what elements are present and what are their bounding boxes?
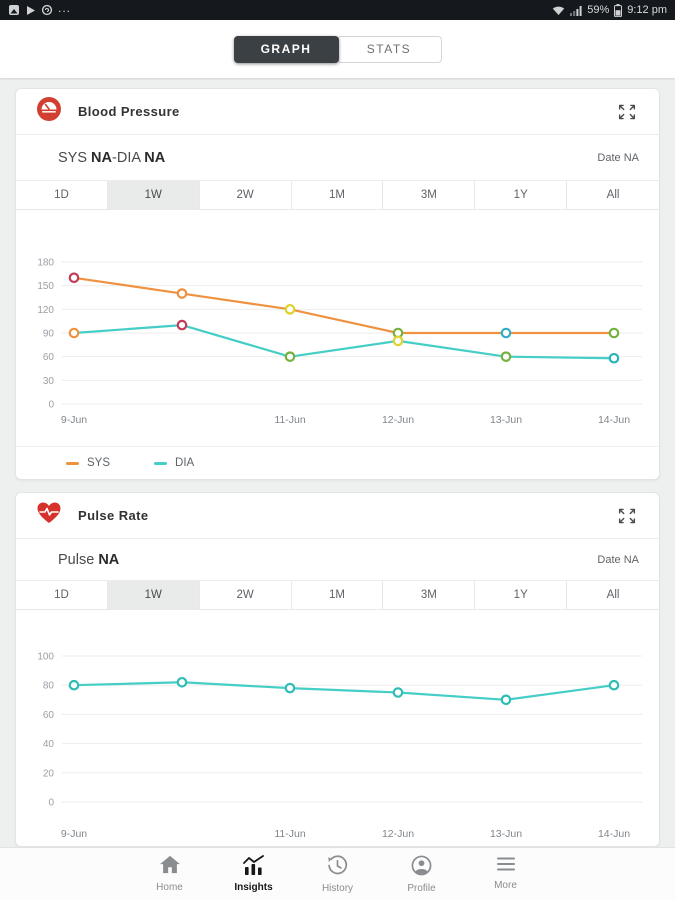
nav-item-history[interactable]: History bbox=[306, 854, 370, 894]
clock-text: 9:12 pm bbox=[627, 4, 667, 16]
bp-range-tab-3m[interactable]: 3M bbox=[383, 181, 476, 209]
pulse-rate-card: Pulse Rate Pulse NA Date NA 1D 1W 2W 1M … bbox=[15, 492, 660, 847]
pulse-reading-text: Pulse NA bbox=[58, 551, 120, 568]
sys-line-swatch bbox=[66, 461, 79, 465]
profile-avatar-icon bbox=[411, 855, 432, 881]
battery-percent-text: 59% bbox=[587, 4, 610, 16]
pulse-reading-row: Pulse NA Date NA bbox=[16, 539, 659, 581]
nav-label-profile: Profile bbox=[407, 882, 436, 894]
blood-pressure-gauge-icon bbox=[36, 96, 62, 127]
pulse-range-tab-2w[interactable]: 2W bbox=[200, 581, 292, 609]
home-icon bbox=[159, 855, 181, 880]
svg-text:14-Jun: 14-Jun bbox=[598, 828, 630, 840]
insights-chart-icon bbox=[242, 854, 266, 880]
nav-item-more[interactable]: More bbox=[474, 855, 538, 894]
dia-legend-label: DIA bbox=[175, 457, 195, 469]
history-clock-icon bbox=[327, 854, 348, 881]
bp-range-tab-1m[interactable]: 1M bbox=[292, 181, 384, 209]
more-menu-icon bbox=[495, 855, 517, 878]
bp-range-tab-1y[interactable]: 1Y bbox=[475, 181, 568, 209]
svg-text:11-Jun: 11-Jun bbox=[274, 828, 305, 840]
pulse-range-tab-3m[interactable]: 3M bbox=[383, 581, 476, 609]
dia-line-swatch bbox=[154, 461, 168, 465]
status-bar: ... 59% 9:12 pm bbox=[0, 0, 675, 20]
screenshot-icon bbox=[8, 4, 20, 16]
bp-reading-text: SYS NA-DIA NA bbox=[58, 149, 166, 166]
view-toggle-group: GRAPH STATS bbox=[233, 35, 442, 63]
blood-pressure-chart[interactable]: 0 30 60 90 120 150 180 9-Jun 11-Jun 12-Jun 13-Jun 1… bbox=[16, 210, 659, 446]
overflow-dots-icon: ... bbox=[58, 1, 72, 15]
svg-text:180: 180 bbox=[37, 258, 54, 269]
view-toggle-bar: GRAPH STATS bbox=[0, 20, 675, 78]
bottom-navigation: Home Insights History bbox=[0, 847, 675, 900]
bp-card-header: Blood Pressure bbox=[16, 89, 659, 135]
signal-icon bbox=[570, 5, 582, 16]
svg-text:90: 90 bbox=[43, 329, 55, 340]
svg-text:13-Jun: 13-Jun bbox=[490, 828, 522, 840]
svg-text:100: 100 bbox=[37, 652, 54, 663]
bp-legend: SYS DIA bbox=[16, 446, 659, 479]
svg-text:11-Jun: 11-Jun bbox=[274, 414, 305, 426]
bp-range-tab-1w[interactable]: 1W bbox=[107, 181, 200, 209]
battery-icon bbox=[614, 3, 623, 17]
legend-item-dia: DIA bbox=[154, 457, 194, 469]
pulse-rate-chart[interactable]: 0 20 40 60 80 100 9-Jun 11-Jun 12-Jun 13-Jun 14-Ju… bbox=[16, 610, 659, 846]
pulse-date-text: Date NA bbox=[597, 553, 639, 566]
pulse-range-tab-1d[interactable]: 1D bbox=[16, 581, 108, 609]
svg-text:30: 30 bbox=[43, 376, 55, 387]
graph-tab-button[interactable]: GRAPH bbox=[233, 35, 339, 63]
pulse-card-title: Pulse Rate bbox=[78, 508, 149, 523]
pulse-range-tab-1y[interactable]: 1Y bbox=[475, 581, 568, 609]
pulse-range-tab-all[interactable]: All bbox=[606, 589, 620, 601]
svg-text:0: 0 bbox=[48, 400, 54, 411]
bp-reading-row: SYS NA-DIA NA Date NA bbox=[16, 135, 659, 181]
svg-text:9-Jun: 9-Jun bbox=[61, 828, 87, 840]
bp-card-title: Blood Pressure bbox=[78, 104, 180, 119]
nav-item-home[interactable]: Home bbox=[138, 855, 202, 894]
play-icon bbox=[25, 5, 36, 16]
bp-range-tab-1d[interactable]: 1D bbox=[16, 181, 108, 209]
svg-text:150: 150 bbox=[37, 281, 54, 292]
sys-legend-label: SYS bbox=[87, 457, 111, 469]
svg-text:60: 60 bbox=[43, 710, 55, 721]
pulse-range-tab-1m[interactable]: 1M bbox=[292, 581, 384, 609]
pulse-range-tabs: 1D 1W 2W 1M 3M 1Y All bbox=[16, 581, 659, 610]
svg-text:120: 120 bbox=[37, 305, 54, 316]
blood-pressure-card: Blood Pressure SYS NA-DIA NA Date NA 1D … bbox=[15, 88, 660, 480]
legend-item-sys: SYS bbox=[66, 457, 110, 469]
svg-text:9-Jun: 9-Jun bbox=[61, 414, 87, 426]
nav-label-history: History bbox=[321, 882, 354, 894]
wifi-icon bbox=[552, 5, 565, 16]
svg-text:20: 20 bbox=[43, 768, 55, 779]
svg-text:80: 80 bbox=[43, 681, 55, 692]
bp-range-tab-2w[interactable]: 2W bbox=[200, 181, 292, 209]
svg-text:40: 40 bbox=[43, 739, 55, 750]
heart-pulse-icon bbox=[36, 501, 62, 530]
svg-text:12-Jun: 12-Jun bbox=[382, 414, 414, 426]
svg-text:12-Jun: 12-Jun bbox=[382, 828, 414, 840]
svg-text:60: 60 bbox=[43, 352, 55, 363]
pulse-card-header: Pulse Rate bbox=[16, 493, 659, 539]
nav-item-insights[interactable]: Insights bbox=[222, 854, 286, 894]
bp-date-text: Date NA bbox=[597, 151, 639, 164]
nav-item-profile[interactable]: Profile bbox=[390, 855, 454, 894]
nav-label-home: Home bbox=[156, 881, 183, 893]
bp-range-tab-all[interactable]: All bbox=[606, 189, 620, 201]
svg-text:0: 0 bbox=[48, 798, 54, 809]
nav-label-more: More bbox=[494, 879, 517, 891]
stats-tab-button[interactable]: STATS bbox=[336, 35, 442, 63]
sync-circle-icon bbox=[41, 4, 53, 16]
pulse-range-tab-1w[interactable]: 1W bbox=[107, 581, 200, 609]
nav-label-insights: Insights bbox=[234, 881, 273, 893]
bp-range-tabs: 1D 1W 2W 1M 3M 1Y All bbox=[16, 181, 659, 210]
svg-text:13-Jun: 13-Jun bbox=[490, 414, 522, 426]
bp-expand-button[interactable] bbox=[615, 100, 639, 124]
svg-text:14-Jun: 14-Jun bbox=[598, 414, 630, 426]
pulse-expand-button[interactable] bbox=[615, 504, 639, 528]
